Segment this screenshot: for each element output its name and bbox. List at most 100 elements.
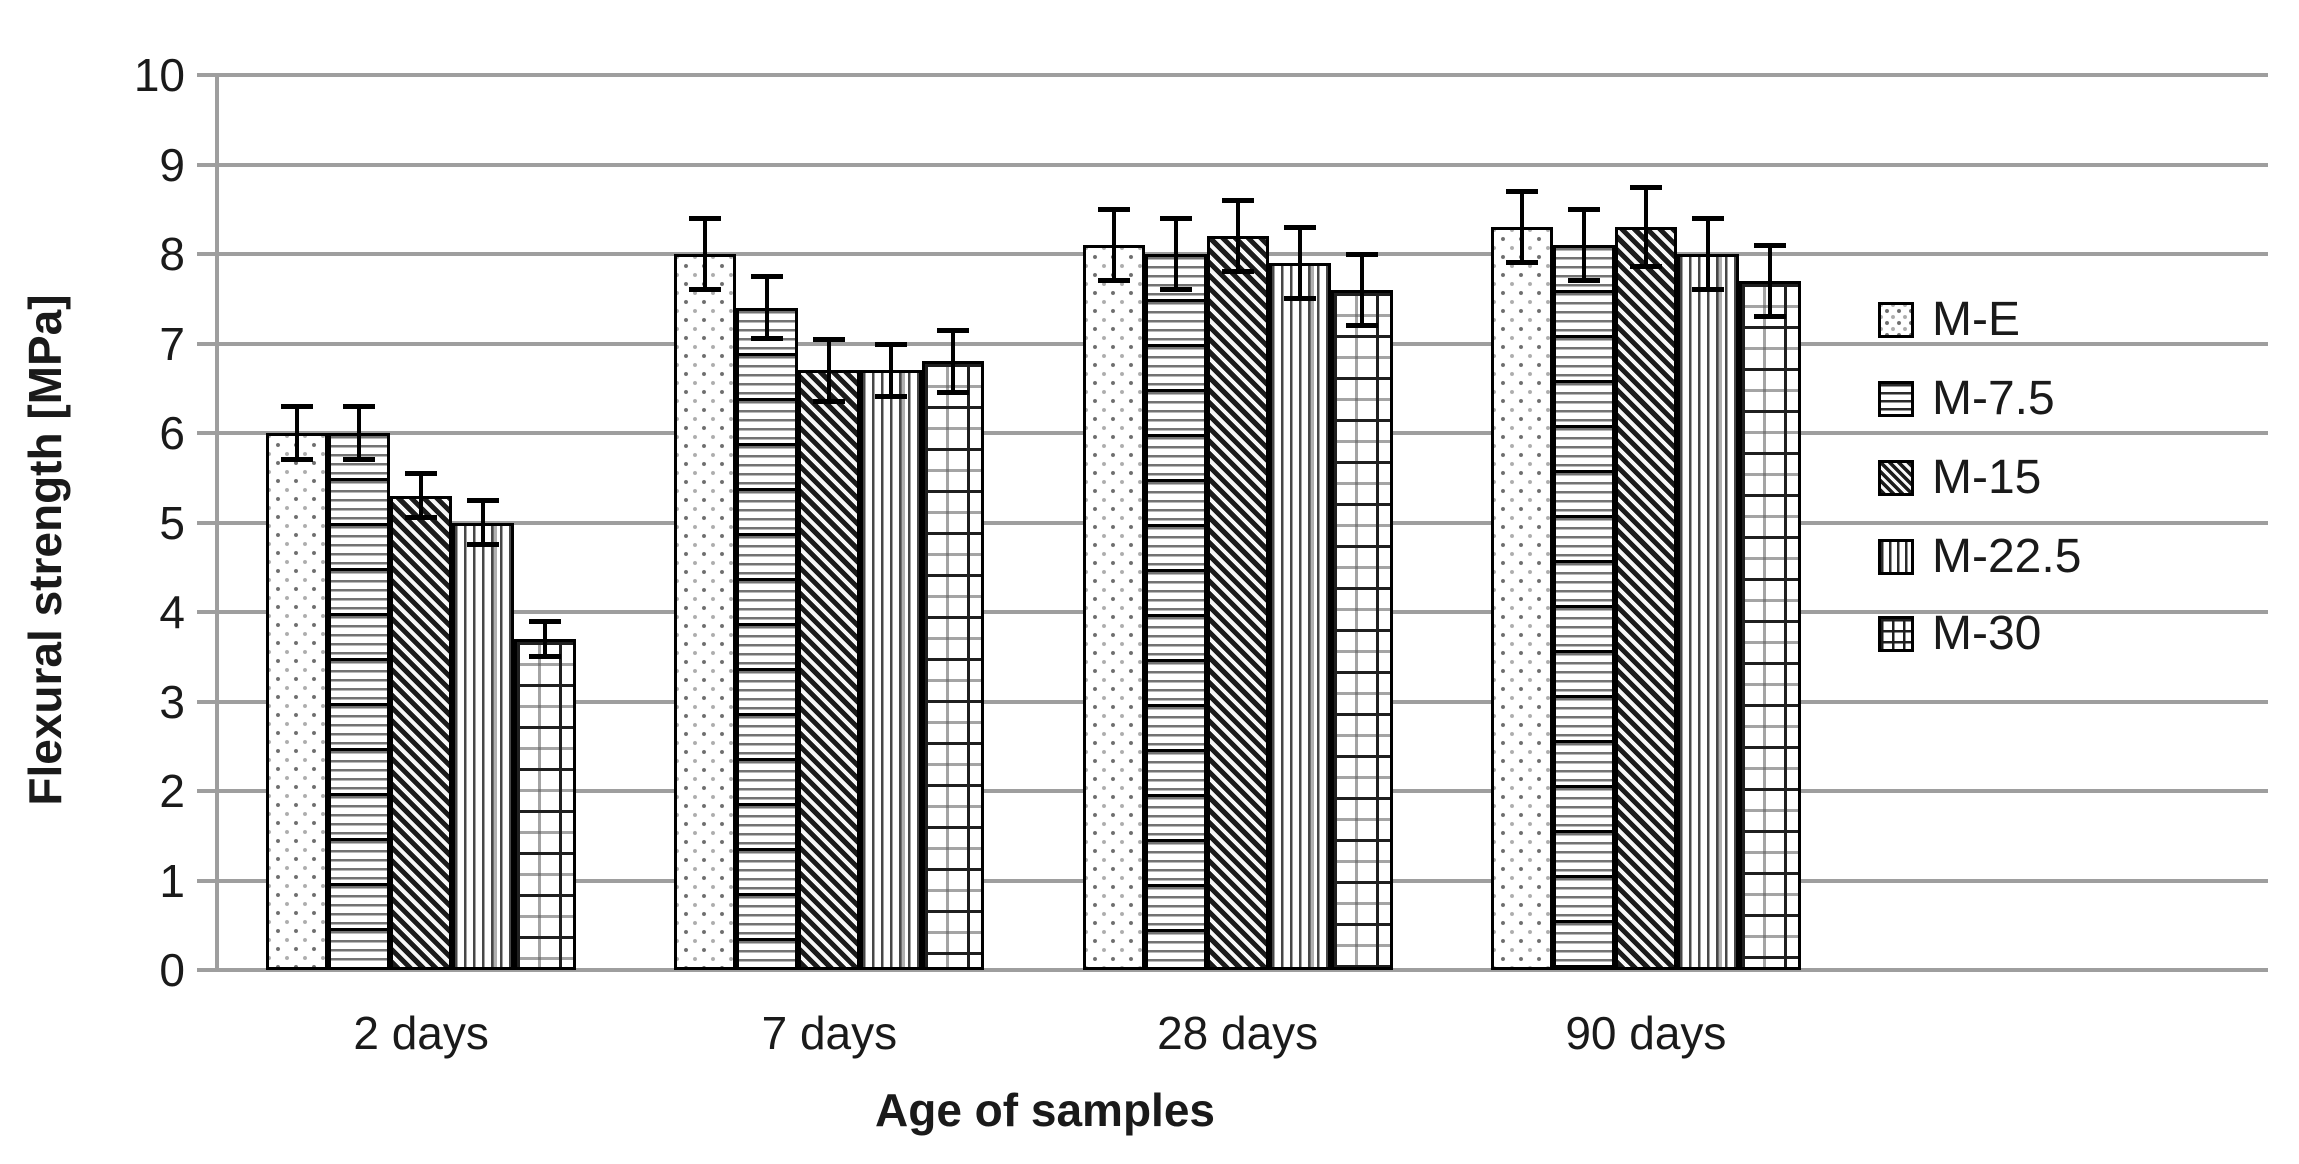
gridline xyxy=(217,73,2268,77)
error-bar-cap xyxy=(1691,286,1724,292)
bar xyxy=(922,361,985,970)
error-bar xyxy=(765,276,770,340)
error-bar xyxy=(357,406,362,460)
error-bar xyxy=(1235,200,1240,272)
legend-swatch xyxy=(1878,381,1914,417)
bar xyxy=(328,433,391,970)
error-bar-cap xyxy=(1097,207,1130,213)
error-bar-cap xyxy=(1505,189,1538,195)
error-bar-cap xyxy=(529,618,562,624)
category-label: 2 days xyxy=(353,1007,489,1059)
error-bar-cap xyxy=(343,456,376,462)
error-bar-cap xyxy=(1283,225,1316,231)
y-axis-tick xyxy=(197,73,217,77)
x-axis-title: Age of samples xyxy=(875,1084,1215,1136)
legend-label: M-E xyxy=(1932,293,2020,346)
y-axis-tick xyxy=(197,520,217,525)
error-bar xyxy=(1581,209,1586,281)
error-bar xyxy=(1705,218,1710,290)
legend-label: M-30 xyxy=(1932,607,2042,660)
error-bar xyxy=(1519,191,1524,263)
legend-swatch xyxy=(1878,302,1914,338)
error-bar-cap xyxy=(937,328,970,334)
bar xyxy=(266,433,329,970)
error-bar-cap xyxy=(1753,313,1786,319)
error-bar xyxy=(1297,227,1302,299)
error-bar xyxy=(703,218,708,290)
error-bar-cap xyxy=(1159,216,1192,222)
bar xyxy=(1614,227,1677,970)
bar xyxy=(1268,262,1331,970)
category-label: 90 days xyxy=(1565,1007,1727,1059)
y-axis-tick xyxy=(197,789,217,793)
bar xyxy=(1552,245,1615,970)
y-axis-tick xyxy=(197,699,217,704)
error-bar-cap xyxy=(1505,259,1538,265)
category-label: 28 days xyxy=(1157,1007,1319,1059)
y-axis-tick xyxy=(197,162,217,167)
error-bar-cap xyxy=(281,404,314,410)
error-bar-cap xyxy=(1629,184,1662,190)
error-bar-cap xyxy=(467,498,500,504)
bar xyxy=(1144,254,1207,970)
error-bar-cap xyxy=(875,394,908,400)
y-tick-label: 5 xyxy=(159,496,185,549)
bar xyxy=(1676,254,1739,970)
error-bar xyxy=(1111,209,1116,281)
y-axis-tick xyxy=(197,431,217,435)
error-bar xyxy=(1173,218,1178,290)
error-bar-cap xyxy=(343,404,376,410)
error-bar-cap xyxy=(1221,198,1254,204)
bar xyxy=(736,307,799,970)
error-bar-cap xyxy=(875,341,908,347)
error-bar xyxy=(295,406,300,460)
error-bar-cap xyxy=(1097,277,1130,283)
error-bar xyxy=(951,330,956,393)
error-bar-cap xyxy=(467,541,500,547)
error-bar xyxy=(1643,186,1648,268)
y-axis-tick xyxy=(197,878,217,883)
error-bar-cap xyxy=(1345,322,1378,328)
error-bar xyxy=(543,620,548,657)
y-axis-tick xyxy=(197,252,217,256)
error-bar-cap xyxy=(689,286,722,292)
error-bar xyxy=(481,500,486,545)
bar xyxy=(1738,280,1801,970)
legend-swatch xyxy=(1878,539,1914,575)
error-bar-cap xyxy=(1221,268,1254,274)
legend-swatch xyxy=(1878,460,1914,496)
error-bar-cap xyxy=(1567,277,1600,283)
y-tick-label: 4 xyxy=(159,586,185,638)
legend-swatch xyxy=(1878,616,1914,652)
legend-label: M-15 xyxy=(1932,451,2042,504)
error-bar-cap xyxy=(751,336,784,342)
bar xyxy=(798,370,861,970)
error-bar-cap xyxy=(813,398,846,404)
y-tick-label: 0 xyxy=(159,944,185,996)
y-axis-tick xyxy=(197,341,217,346)
error-bar-cap xyxy=(813,337,846,343)
error-bar-cap xyxy=(1345,252,1378,257)
error-bar-cap xyxy=(405,515,438,521)
error-bar xyxy=(889,343,894,398)
y-axis-tick xyxy=(197,610,217,614)
error-bar-cap xyxy=(751,274,784,280)
bar xyxy=(1490,227,1553,970)
bar xyxy=(514,638,577,970)
error-bar-cap xyxy=(1283,295,1316,301)
error-bar-cap xyxy=(1159,286,1192,292)
y-tick-label: 6 xyxy=(159,407,185,459)
y-tick-label: 3 xyxy=(159,675,185,728)
category-label: 7 days xyxy=(761,1007,898,1059)
bar xyxy=(1330,289,1393,970)
y-tick-label: 9 xyxy=(159,138,185,191)
error-bar-cap xyxy=(1629,264,1662,270)
bar xyxy=(860,370,923,970)
error-bar xyxy=(1767,245,1772,317)
y-tick-label: 2 xyxy=(159,765,185,817)
error-bar-cap xyxy=(689,216,722,222)
legend-label: M-22.5 xyxy=(1932,530,2082,583)
y-tick-label: 8 xyxy=(159,228,185,280)
